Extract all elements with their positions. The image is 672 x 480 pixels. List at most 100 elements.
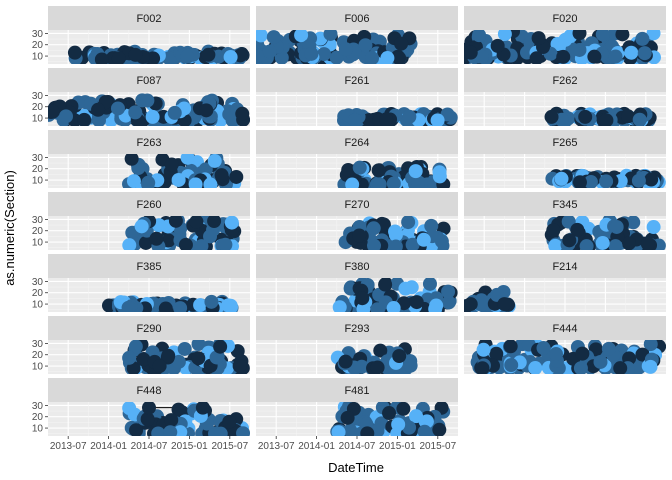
data-point [402,109,417,124]
facet-strip [48,6,250,30]
data-point [111,51,126,64]
facet-strip [48,378,250,402]
data-point [352,160,367,175]
facet-strip-label: F261 [344,75,369,87]
facet-data [122,402,250,436]
data-point [338,42,353,57]
y-tick-label: 30 [32,91,44,102]
facet-strip [48,316,250,340]
data-point [549,347,564,362]
data-point [365,51,380,64]
data-point [207,154,222,168]
data-point [203,229,218,244]
data-point [128,47,143,62]
data-point [304,46,319,61]
data-point [575,346,590,361]
data-point [441,295,456,310]
facet-strip-label: F345 [552,199,577,211]
facet-strip-label: F262 [552,75,577,87]
facet-strip [256,6,458,30]
data-point [213,426,228,436]
y-tick-label: 20 [32,412,44,423]
data-point [409,409,424,424]
data-point [340,410,355,425]
facet-data [545,168,666,188]
data-point [256,30,268,43]
data-point [138,235,153,250]
facet-strip-label: F006 [344,13,369,25]
x-tick-label: 2015-01 [379,441,416,452]
data-point [352,228,367,243]
data-point [411,175,426,188]
data-point [140,93,155,108]
x-tick-label: 2013-07 [258,441,295,452]
y-tick-label: 30 [32,339,44,350]
data-point [164,157,179,172]
data-point [360,426,375,436]
data-point [256,48,265,63]
data-point [587,49,602,64]
facet-strip-label: F087 [136,75,161,87]
data-point [193,298,208,312]
data-point [343,423,358,436]
y-tick-label: 20 [32,288,44,299]
facet-strip-label: F002 [136,13,161,25]
facet-data [338,216,451,250]
data-point [599,113,614,126]
facet-data [101,294,239,312]
data-point [128,340,143,354]
facet-F006: F006 [256,6,458,64]
data-point [405,237,420,250]
data-point [214,168,229,183]
y-tick-label: 20 [32,226,44,237]
x-axis: 2013-07 2014-01 2014-07 2015-01 2015-07 [258,436,457,452]
data-point [497,30,512,42]
y-tick-label: 30 [32,29,44,40]
data-point [171,354,186,369]
data-point [403,358,418,373]
data-point [48,104,60,119]
data-point [613,361,628,374]
data-point [194,239,209,250]
data-point [624,45,639,60]
y-tick-label: 30 [32,277,44,288]
data-point [323,30,338,41]
data-point [180,154,195,165]
data-point [646,30,661,41]
data-point [370,302,385,312]
data-point [388,239,403,250]
facet-strip-label: F270 [344,199,369,211]
data-point [422,278,437,291]
data-point [474,49,489,64]
data-point [388,224,403,239]
facet-F214: F214 [464,254,666,312]
facet-F262: F262 [464,68,666,126]
data-point [223,50,238,64]
data-point [640,236,655,250]
facet-strip-label: F448 [136,385,161,397]
x-tick-label: 2014-07 [339,441,376,452]
facet-data [122,216,242,250]
data-point [490,38,505,53]
data-point [637,46,652,61]
data-point [229,169,244,184]
data-point [632,112,647,126]
data-point [331,425,346,436]
data-point [608,239,623,250]
y-tick-label: 20 [32,40,44,51]
data-point [236,426,250,436]
data-point [266,30,281,45]
facet-strip [464,192,666,216]
data-point [149,231,164,246]
data-point [128,105,143,120]
y-tick-label: 20 [32,350,44,361]
facet-F448: F448 [48,378,250,436]
data-point [595,235,610,250]
data-point [204,294,219,309]
data-point [294,30,309,43]
data-point [432,422,447,436]
data-point [644,172,659,187]
